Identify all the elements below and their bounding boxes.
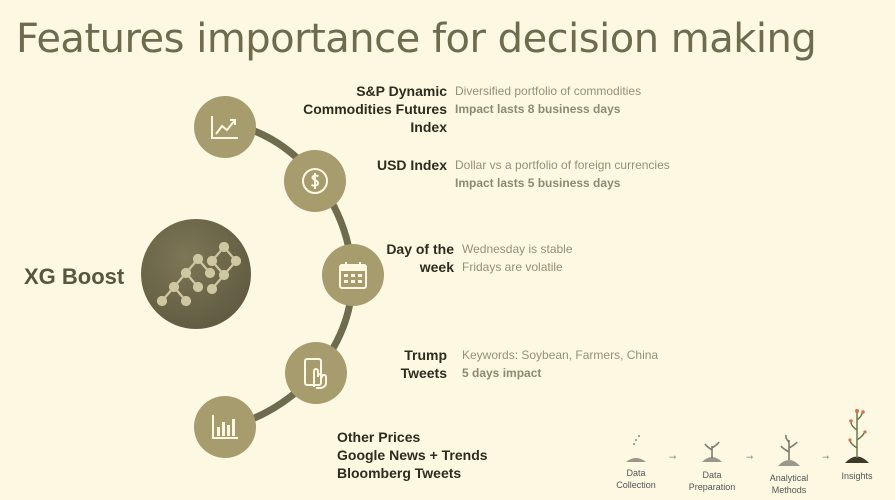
feature-desc-usd-index: Dollar vs a portfolio of foreign currenc… — [455, 158, 670, 190]
trump-tweets-circle — [285, 342, 347, 404]
other-prices-circle — [194, 396, 256, 458]
feature-label-sp-index: S&P Dynamic Commodities Futures Index — [303, 83, 447, 135]
pipeline-arrow-icon: ➞ — [669, 452, 677, 462]
feature-desc-day-of-week: Wednesday is stable Fridays are volatile — [462, 242, 573, 274]
feature-desc-sp-index: Diversified portfolio of commodities Imp… — [455, 84, 642, 116]
usd-index-circle — [284, 150, 346, 212]
pipeline-arrow-icon: ➞ — [822, 452, 830, 462]
feature-label-trump-tweets: Trump Tweets — [400, 347, 447, 381]
sp-index-circle — [194, 96, 256, 158]
model-label: XG Boost — [24, 264, 125, 289]
feature-label-day-of-week: Day of the week — [386, 241, 454, 275]
pipeline-stage-analytical: Analytical Methods — [769, 473, 809, 495]
dollar-coin-icon — [302, 168, 328, 194]
phone-tap-icon — [304, 358, 327, 389]
calendar-icon — [339, 262, 367, 289]
seed-pile-icon — [626, 435, 646, 462]
day-of-week-circle — [322, 244, 384, 306]
feature-label-usd-index: USD Index — [376, 157, 447, 173]
feature-label-other-sources: Other Prices Google News + Trends Bloomb… — [337, 429, 488, 481]
plant-icon — [778, 434, 800, 466]
pipeline-arrow-icon: ➞ — [746, 452, 754, 462]
sprout-icon — [702, 441, 722, 462]
feature-desc-trump-tweets: Keywords: Soybean, Farmers, China 5 days… — [462, 348, 659, 380]
line-chart-icon — [211, 116, 238, 139]
bar-chart-icon — [212, 415, 238, 439]
model-circle — [141, 219, 251, 329]
pipeline-stage-preparation: Data Preparation — [688, 470, 736, 492]
page-title: Features importance for decision making — [16, 16, 817, 62]
decision-tree-icon — [156, 241, 242, 307]
pipeline-stage-insights: Insights — [841, 471, 873, 481]
flowering-plant-icon — [845, 409, 869, 463]
pipeline-stage-collection: Data Collection — [616, 468, 656, 490]
